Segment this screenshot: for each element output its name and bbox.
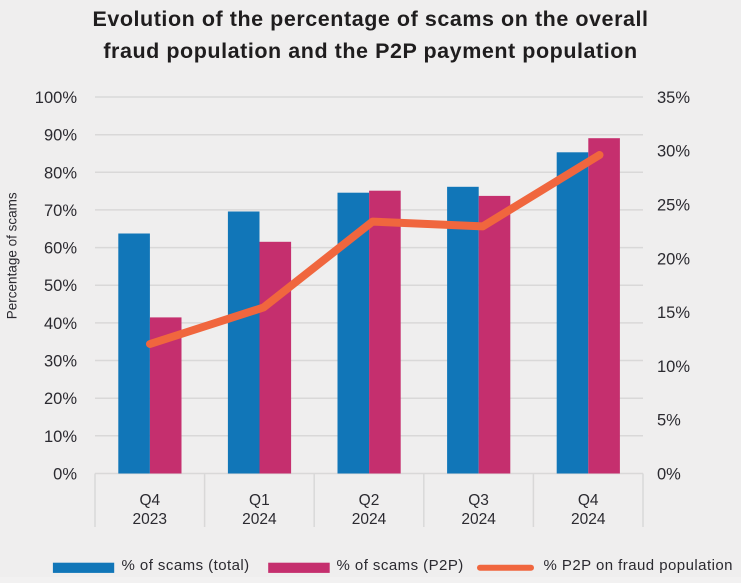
svg-text:Q2: Q2: [359, 492, 380, 509]
svg-text:30%: 30%: [657, 143, 690, 161]
svg-text:70%: 70%: [44, 202, 77, 220]
svg-text:10%: 10%: [44, 428, 77, 446]
svg-text:20%: 20%: [657, 250, 690, 268]
svg-text:15%: 15%: [657, 304, 690, 322]
svg-text:2024: 2024: [571, 511, 606, 528]
svg-text:100%: 100%: [35, 89, 78, 107]
svg-text:35%: 35%: [657, 89, 690, 107]
svg-text:0%: 0%: [53, 466, 77, 484]
svg-text:50%: 50%: [44, 277, 77, 295]
svg-text:60%: 60%: [44, 240, 77, 258]
svg-text:% of scams (total): % of scams (total): [122, 557, 250, 574]
svg-text:0%: 0%: [657, 466, 681, 484]
svg-text:5%: 5%: [657, 412, 681, 430]
svg-text:Q3: Q3: [468, 492, 489, 509]
svg-text:90%: 90%: [44, 127, 77, 145]
svg-text:2023: 2023: [133, 511, 167, 528]
svg-text:Q4: Q4: [578, 492, 599, 509]
svg-text:% P2P on fraud population: % P2P on fraud population: [544, 557, 733, 574]
svg-text:20%: 20%: [44, 390, 77, 408]
svg-text:Q1: Q1: [249, 492, 270, 509]
svg-text:30%: 30%: [44, 353, 77, 371]
svg-text:10%: 10%: [657, 358, 690, 376]
svg-text:2024: 2024: [461, 511, 496, 528]
svg-text:80%: 80%: [44, 164, 77, 182]
svg-text:2024: 2024: [352, 511, 387, 528]
svg-text:% of scams (P2P): % of scams (P2P): [337, 557, 464, 574]
svg-text:Q4: Q4: [139, 492, 160, 509]
svg-text:40%: 40%: [44, 315, 77, 333]
svg-text:25%: 25%: [657, 197, 690, 215]
svg-text:2024: 2024: [242, 511, 277, 528]
svg-text:Percentage of scams: Percentage of scams: [5, 192, 20, 319]
